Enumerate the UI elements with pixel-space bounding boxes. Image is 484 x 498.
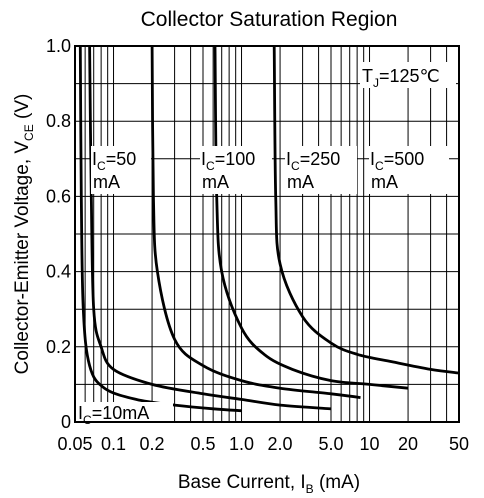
x-tick-label: 20 (398, 434, 418, 454)
series-label-unit-4: mA (371, 172, 398, 192)
series-label-4: IC=500 (370, 149, 424, 173)
grid (75, 46, 459, 422)
series-label-unit-2: mA (202, 172, 229, 192)
x-tick-label: 1.0 (229, 434, 254, 454)
y-tick-label: 0.2 (46, 337, 71, 357)
y-axis-label: Collector-Emitter Voltage, VCE (V) (12, 94, 36, 375)
series-line-1 (88, 45, 332, 411)
y-tick-label: 0 (61, 412, 71, 432)
label-box (285, 146, 357, 194)
series-line-2 (150, 45, 361, 399)
x-axis-label: Base Current, IB (mA) (178, 472, 360, 496)
y-tick-label: 0.6 (46, 186, 71, 206)
series-label-3: IC=250 (286, 149, 340, 173)
label-box (77, 402, 173, 421)
temperature-annotation: TJ=125℃ (362, 66, 440, 90)
x-tick-label: 2.0 (268, 434, 293, 454)
x-tick-label: 0.2 (140, 434, 165, 454)
x-tick-labels: 0.05 0.1 0.2 0.5 1.0 2.0 5.0 10 20 50 (57, 434, 469, 454)
x-tick-label: 0.5 (190, 434, 215, 454)
curve-labels: IC=50mAIC=100mAIC=250mAIC=500mAIC=10mATJ… (77, 62, 456, 427)
label-box (200, 146, 272, 194)
x-tick-label: 50 (449, 434, 469, 454)
series-label-2: IC=100 (201, 149, 255, 173)
series-label-unit-1: mA (93, 172, 120, 192)
y-tick-label: 0.4 (46, 262, 71, 282)
label-box (369, 146, 449, 194)
series-curves (78, 45, 460, 413)
series-line-0 (78, 45, 242, 413)
chart-title: Collector Saturation Region (141, 8, 398, 31)
y-tick-labels: 0 0.2 0.4 0.6 0.8 1.0 (46, 36, 71, 432)
x-tick-label: 0.05 (57, 434, 92, 454)
series-line-4 (272, 45, 460, 375)
label-box (360, 62, 456, 88)
x-tick-label: 10 (360, 434, 380, 454)
x-tick-label: 5.0 (318, 434, 343, 454)
plot-frame (74, 45, 460, 423)
y-tick-label: 0.8 (46, 111, 71, 131)
series-line-3 (213, 45, 409, 390)
series-label-unit-3: mA (287, 172, 314, 192)
label-box (91, 146, 151, 194)
series-label-1: IC=50 (92, 149, 136, 173)
y-tick-label: 1.0 (46, 36, 71, 56)
series-label-0: IC=10mA (78, 403, 149, 427)
x-tick-label: 0.1 (101, 434, 126, 454)
